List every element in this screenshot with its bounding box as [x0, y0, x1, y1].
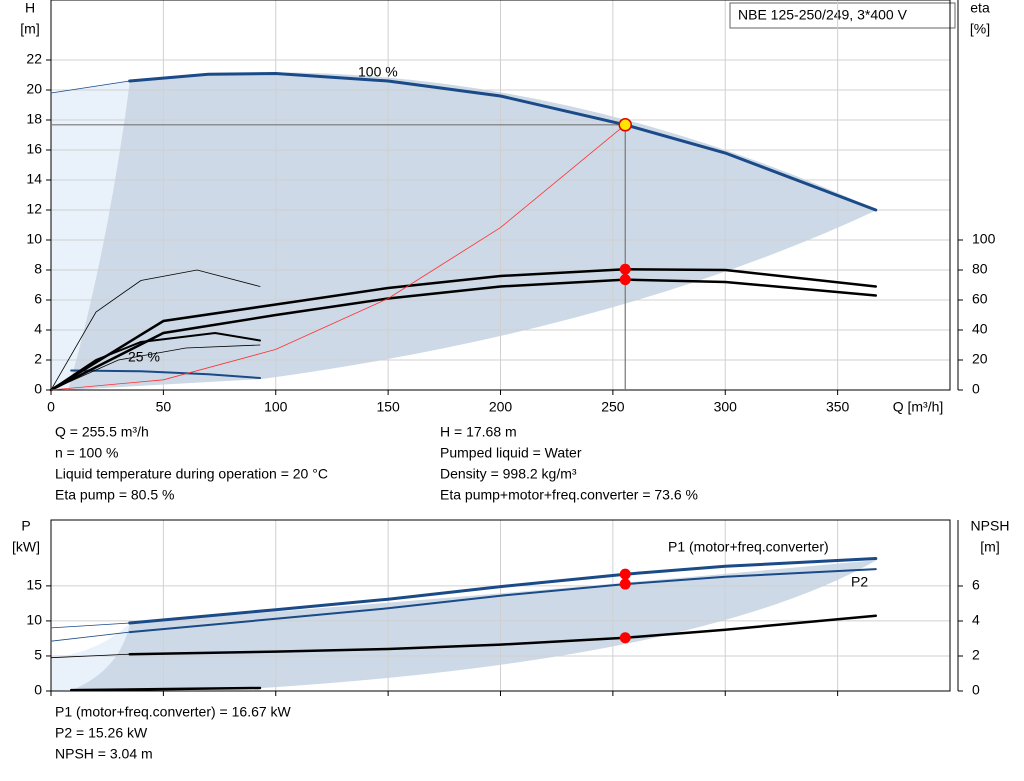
y-tick-label: 15: [26, 577, 42, 593]
y-tick-label: 8: [34, 261, 42, 277]
duty-dot: [619, 274, 631, 286]
x-tick-label: 250: [601, 399, 625, 415]
y-tick-label: 14: [26, 171, 42, 187]
x-axis-label: Q [m³/h]: [893, 399, 944, 415]
duty-dot: [619, 632, 631, 644]
y-tick-label: 18: [26, 111, 42, 127]
info-line: Liquid temperature during operation = 20…: [55, 466, 328, 482]
axis-label: H: [25, 0, 35, 16]
curve: [70, 369, 261, 379]
y-tick-label: 12: [26, 201, 42, 217]
y2-tick-label: 100: [972, 231, 996, 247]
y2-tick-label: 6: [972, 577, 980, 593]
curve: [50, 631, 131, 642]
x-tick-label: 150: [376, 399, 400, 415]
info-line: Eta pump = 80.5 %: [55, 487, 174, 503]
x-tick-label: 200: [489, 399, 513, 415]
y-tick-label: 2: [34, 351, 42, 367]
y2-tick-label: 40: [972, 321, 988, 337]
axis-label: eta: [970, 0, 990, 16]
curve: [69, 686, 262, 692]
y-tick-label: 16: [26, 141, 42, 157]
y2-tick-label: 80: [972, 261, 988, 277]
curve-label: 100 %: [358, 64, 398, 80]
y2-tick-label: 0: [972, 682, 980, 698]
curve: [50, 622, 131, 629]
axis-label: NPSH: [971, 518, 1010, 534]
y2-tick-label: 0: [972, 381, 980, 397]
axis-label: P: [21, 518, 30, 534]
duty-dot: [619, 578, 631, 590]
curve: [50, 331, 261, 391]
info-line: NPSH = 3.04 m: [55, 746, 153, 762]
range-shade: [68, 72, 877, 390]
info-line: H = 17.68 m: [440, 424, 517, 440]
curve: [50, 653, 131, 659]
curve-label: P2: [851, 574, 868, 590]
y-tick-label: 6: [34, 291, 42, 307]
info-line: P2 = 15.26 kW: [55, 725, 148, 741]
info-line: Density = 998.2 kg/m³: [440, 466, 577, 482]
curve: [49, 268, 878, 392]
curve-label: 25 %: [128, 349, 160, 365]
y-tick-label: 10: [26, 612, 42, 628]
curve-label: P1 (motor+freq.converter): [668, 539, 829, 555]
curve: [128, 71, 878, 212]
power-shade: [72, 560, 877, 690]
duty-dot: [619, 263, 631, 275]
curve: [50, 80, 131, 94]
y-tick-label: 10: [26, 231, 42, 247]
curve: [50, 124, 626, 391]
title: NBE 125-250/249, 3*400 V: [738, 7, 908, 23]
duty-point: [618, 118, 632, 132]
y-tick-label: 0: [34, 682, 42, 698]
x-tick-label: 0: [47, 399, 55, 415]
plot-frame: [50, 0, 951, 391]
x-tick-label: 100: [264, 399, 288, 415]
y2-tick-label: 2: [972, 647, 980, 663]
y-tick-label: 20: [26, 81, 42, 97]
curve: [128, 568, 877, 634]
x-tick-label: 350: [826, 399, 850, 415]
info-line: Pumped liquid = Water: [440, 445, 582, 461]
x-tick-label: 50: [156, 399, 172, 415]
power-shade-light: [51, 623, 130, 691]
curve: [128, 614, 878, 656]
curve: [50, 269, 261, 391]
curve: [50, 344, 261, 391]
axis-label: [m]: [980, 539, 999, 555]
axis-label: [kW]: [12, 539, 40, 555]
info-line: Eta pump+motor+freq.converter = 73.6 %: [440, 487, 698, 503]
axis-label: [m]: [20, 21, 39, 37]
y-tick-label: 22: [26, 51, 42, 67]
title-box: [729, 2, 956, 29]
axis-label: [%]: [970, 21, 990, 37]
plot-frame: [50, 519, 951, 692]
info-line: P1 (motor+freq.converter) = 16.67 kW: [55, 704, 292, 720]
range-shade-light: [51, 80, 130, 390]
y-tick-label: 4: [34, 321, 42, 337]
duty-dot: [619, 568, 631, 580]
y2-tick-label: 4: [972, 612, 980, 628]
y2-tick-label: 60: [972, 291, 988, 307]
curve: [128, 557, 878, 625]
x-tick-label: 300: [714, 399, 738, 415]
info-line: n = 100 %: [55, 445, 118, 461]
y2-tick-label: 20: [972, 351, 988, 367]
info-line: Q = 255.5 m³/h: [55, 424, 149, 440]
curve: [49, 278, 878, 392]
y-tick-label: 5: [34, 647, 42, 663]
y-tick-label: 0: [34, 381, 42, 397]
